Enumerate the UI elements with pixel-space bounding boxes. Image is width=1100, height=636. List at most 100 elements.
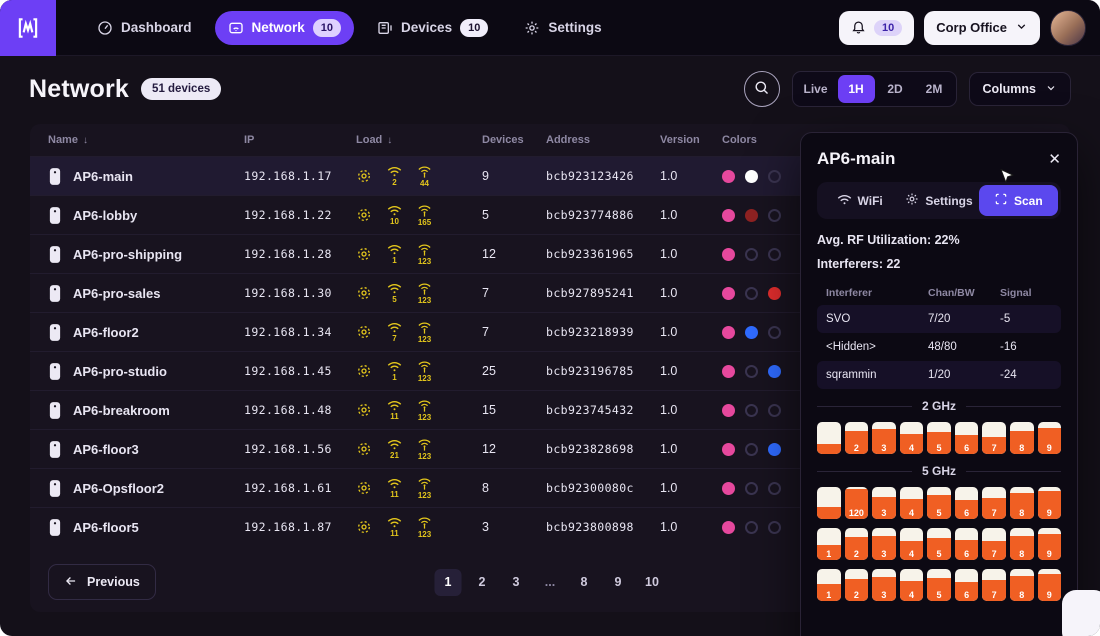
color-dot-outline[interactable] (745, 520, 758, 534)
table-row-AP6-floor5[interactable]: AP6-floor5 192.168.1.87 11 123 3 bcb923800898… (30, 507, 1070, 546)
table-row-AP6-pro-shipping[interactable]: AP6-pro-shipping 192.168.1.28 1 123 12 bcb923… (30, 234, 1070, 273)
channel-cell-2[interactable]: 2 (844, 569, 869, 601)
channel-cell-8[interactable]: 8 (1009, 528, 1034, 560)
color-dot-pink[interactable] (722, 403, 735, 417)
color-dot-pink[interactable] (722, 364, 735, 378)
color-dot-outline[interactable] (768, 325, 781, 339)
channel-cell-6[interactable]: 6 (954, 422, 979, 454)
nav-item-settings[interactable]: Settings (511, 12, 614, 44)
channel-cell-36[interactable]: 36 (817, 487, 841, 519)
color-dot-pink[interactable] (722, 325, 735, 339)
channel-cell-4[interactable]: 4 (899, 487, 924, 519)
column-header-ip[interactable]: IP (244, 134, 255, 146)
color-dot-outline[interactable] (745, 286, 758, 300)
table-row-AP6-floor3[interactable]: AP6-floor3 192.168.1.56 21 123 12 bcb92382869… (30, 429, 1070, 468)
channel-cell-3[interactable]: 3 (872, 569, 896, 601)
color-dot-pink[interactable] (722, 442, 735, 456)
color-dot-outline[interactable] (768, 169, 781, 183)
channel-cell-3[interactable]: 3 (872, 422, 896, 454)
color-dot-red[interactable] (768, 286, 781, 300)
time-range-live[interactable]: Live (796, 75, 836, 103)
time-range-1h[interactable]: 1H (837, 75, 875, 103)
interferer-row[interactable]: <Hidden> 48/80 -16 (817, 333, 1061, 361)
channel-cell-9[interactable]: 9 (1037, 487, 1062, 519)
channel-cell-9[interactable]: 9 (1037, 528, 1062, 560)
color-dot-outline[interactable] (768, 481, 781, 495)
color-dot-outline[interactable] (745, 247, 758, 261)
page-9[interactable]: 9 (605, 569, 632, 596)
notifications-button[interactable]: 10 (838, 10, 915, 45)
page-2[interactable]: 2 (469, 569, 496, 596)
app-logo[interactable] (0, 0, 56, 56)
channel-cell-5[interactable]: 5 (927, 422, 951, 454)
table-row-AP6-pro-sales[interactable]: AP6-pro-sales 192.168.1.30 5 123 7 bcb9278952… (30, 273, 1070, 312)
color-dot-pink[interactable] (722, 481, 735, 495)
channel-cell-6[interactable]: 6 (954, 569, 979, 601)
color-dot-pink[interactable] (722, 247, 735, 261)
color-dot-outline[interactable] (745, 403, 758, 417)
close-panel-button[interactable]: ✕ (1048, 150, 1061, 168)
columns-button[interactable]: Columns (968, 72, 1071, 106)
column-header-load[interactable]: Load ↓ (356, 134, 393, 146)
channel-cell-2[interactable]: 2 (844, 422, 869, 454)
channel-cell-4[interactable]: 4 (899, 422, 924, 454)
channel-cell-6[interactable]: 6 (954, 487, 979, 519)
channel-cell-8[interactable]: 8 (1009, 569, 1034, 601)
color-dot-outline[interactable] (745, 442, 758, 456)
color-dot-outline[interactable] (768, 403, 781, 417)
search-button[interactable] (743, 71, 780, 107)
column-header-colors[interactable]: Colors (722, 134, 757, 146)
page-3[interactable]: 3 (503, 569, 530, 596)
channel-cell-7[interactable]: 7 (982, 569, 1006, 601)
channel-cell-4[interactable]: 4 (899, 569, 924, 601)
channel-cell-1[interactable]: 1 (817, 528, 841, 560)
panel-tab-wifi[interactable]: WiFi (820, 185, 899, 216)
channel-cell-5[interactable]: 5 (927, 528, 951, 560)
page-8[interactable]: 8 (571, 569, 598, 596)
column-header-version[interactable]: Version (660, 134, 700, 146)
color-dot-blue[interactable] (745, 325, 758, 339)
panel-tab-scan[interactable]: Scan (978, 185, 1058, 216)
channel-cell-7[interactable]: 7 (982, 528, 1006, 560)
color-dot-pink[interactable] (722, 520, 735, 534)
channel-cell-2[interactable]: 2 (844, 528, 869, 560)
org-selector[interactable]: Corp Office (924, 10, 1040, 45)
nav-item-network[interactable]: Network 10 (214, 10, 355, 45)
color-dot-blue[interactable] (768, 442, 781, 456)
channel-cell-8[interactable]: 8 (1009, 422, 1034, 454)
table-row-AP6-lobby[interactable]: AP6-lobby 192.168.1.22 10 165 5 bcb923774886 1… (30, 195, 1070, 234)
channel-cell-6[interactable]: 6 (954, 528, 979, 560)
table-row-AP6-pro-studio[interactable]: AP6-pro-studio 192.168.1.45 1 123 25 bcb92319… (30, 351, 1070, 390)
color-dot-pink[interactable] (722, 286, 735, 300)
channel-cell-7[interactable]: 7 (982, 487, 1006, 519)
channel-cell-1[interactable]: 1 (817, 569, 841, 601)
nav-item-devices[interactable]: Devices 10 (364, 11, 501, 45)
color-dot-pink[interactable] (722, 208, 735, 222)
channel-cell-3[interactable]: 3 (872, 528, 896, 560)
page-10[interactable]: 10 (639, 569, 666, 596)
color-dot-darkred[interactable] (745, 208, 758, 222)
color-dot-outline[interactable] (745, 364, 758, 378)
channel-cell-4[interactable]: 4 (899, 528, 924, 560)
user-avatar[interactable] (1050, 9, 1086, 46)
table-row-AP6-Opsfloor2[interactable]: AP6-Opsfloor2 192.168.1.61 11 123 8 bcb923000… (30, 468, 1070, 507)
color-dot-pink[interactable] (722, 169, 735, 183)
previous-page-button[interactable]: Previous (48, 564, 156, 600)
color-dot-white[interactable] (745, 169, 758, 183)
interferer-row[interactable]: SVO 7/20 -5 (817, 305, 1061, 333)
channel-cell-9[interactable]: 9 (1037, 569, 1062, 601)
column-header-address[interactable]: Address (546, 134, 591, 146)
nav-item-dashboard[interactable]: Dashboard (84, 12, 205, 44)
channel-cell-120[interactable]: 120 (844, 487, 869, 519)
column-header-name[interactable]: Name ↓ (48, 134, 88, 146)
color-dot-outline[interactable] (745, 481, 758, 495)
color-dot-blue[interactable] (768, 364, 781, 378)
column-header-devices[interactable]: Devices (482, 134, 524, 146)
table-row-AP6-floor2[interactable]: AP6-floor2 192.168.1.34 7 123 7 bcb923218939 1… (30, 312, 1070, 351)
channel-cell-7[interactable]: 7 (982, 422, 1006, 454)
time-range-2m[interactable]: 2M (916, 75, 953, 103)
interferer-row[interactable]: sqrammin 1/20 -24 (817, 361, 1061, 389)
color-dot-outline[interactable] (768, 247, 781, 261)
channel-cell-5[interactable]: 5 (927, 487, 951, 519)
page-1[interactable]: 1 (434, 568, 462, 596)
